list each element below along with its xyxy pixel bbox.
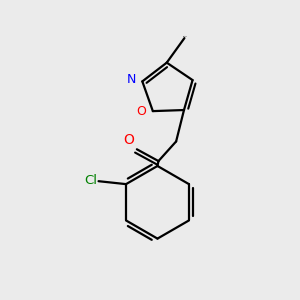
Text: methyl: methyl xyxy=(183,36,188,37)
Text: O: O xyxy=(136,105,146,118)
Text: N: N xyxy=(127,73,136,86)
Text: Cl: Cl xyxy=(85,174,98,187)
Text: O: O xyxy=(123,133,134,147)
